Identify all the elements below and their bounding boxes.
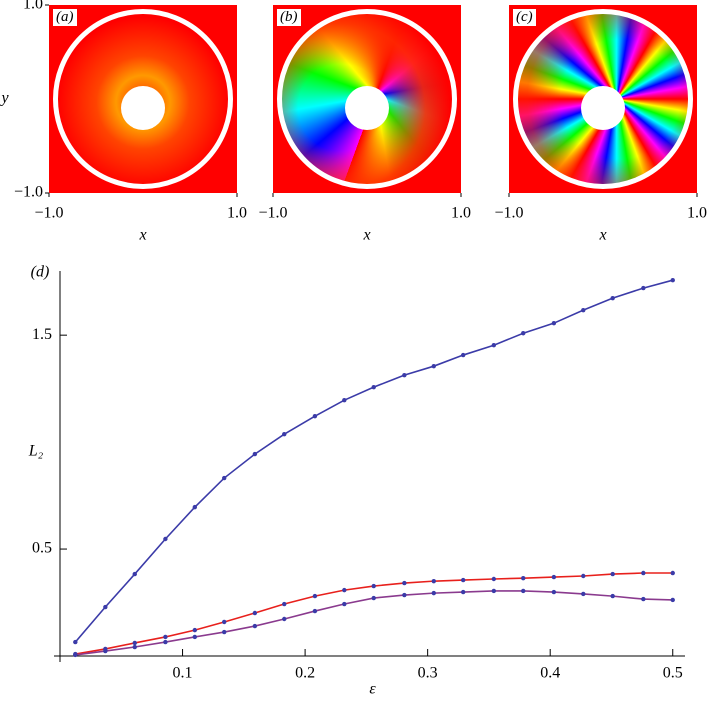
point — [282, 431, 287, 437]
point — [610, 593, 615, 599]
y-tick-label: 0.5 — [32, 540, 52, 557]
y-tick-label: 1.5 — [32, 326, 52, 343]
point — [163, 634, 168, 640]
point — [641, 570, 646, 576]
point — [460, 589, 466, 595]
point — [342, 397, 347, 403]
point — [641, 596, 646, 602]
y-tick-label: 1.0 — [23, 0, 43, 13]
x-tick-label: −1.0 — [34, 205, 63, 222]
point — [252, 610, 258, 616]
point — [581, 591, 586, 597]
panel-label: (c) — [513, 9, 536, 26]
x-tick-label: −1.0 — [494, 205, 523, 222]
point — [132, 644, 137, 650]
x-tick-label: 0.3 — [418, 665, 438, 682]
x-tick-label: 0.4 — [540, 665, 560, 682]
point — [371, 384, 376, 390]
point — [73, 639, 78, 645]
point — [581, 307, 586, 313]
ring — [513, 9, 693, 189]
panel-image: (b) — [273, 5, 461, 193]
point — [103, 648, 108, 654]
point — [491, 588, 497, 594]
point — [371, 595, 376, 601]
x-axis-label: x — [138, 227, 146, 244]
x-tick-label: 1.0 — [687, 205, 707, 222]
point — [431, 363, 436, 369]
hole — [581, 86, 625, 130]
point — [491, 343, 497, 348]
point — [342, 601, 347, 607]
hole — [345, 86, 389, 130]
point — [252, 451, 258, 457]
point — [551, 589, 557, 595]
point — [610, 295, 615, 301]
point — [460, 352, 466, 358]
y-axis-label: L₂ — [28, 443, 44, 460]
point — [132, 571, 137, 577]
point — [402, 592, 407, 598]
x-axis-label: ε — [369, 681, 376, 698]
point — [222, 629, 227, 635]
point — [252, 623, 258, 629]
point — [192, 504, 198, 510]
x-axis-label: x — [362, 227, 370, 244]
x-tick-label: 0.1 — [173, 665, 193, 682]
y-tick-label: −1.0 — [14, 184, 43, 201]
point — [222, 619, 227, 625]
x-tick-label: 1.0 — [451, 205, 471, 222]
point — [581, 573, 586, 579]
hole — [121, 86, 165, 130]
x-tick-label: 0.2 — [295, 665, 315, 682]
point — [312, 414, 318, 419]
x-axis-label: x — [598, 227, 606, 244]
point — [431, 590, 436, 596]
point — [163, 639, 168, 645]
chart-title: (d) — [31, 264, 50, 281]
point — [312, 608, 318, 614]
point — [282, 601, 287, 607]
ring — [277, 9, 457, 189]
point — [551, 320, 557, 326]
point — [282, 616, 287, 622]
point — [371, 583, 376, 589]
y-axis-label: y — [0, 90, 9, 107]
x-tick-label: −1.0 — [258, 205, 287, 222]
point — [342, 587, 347, 593]
point — [521, 575, 526, 581]
point — [551, 574, 557, 580]
panel-label: (b) — [277, 9, 301, 26]
line — [75, 590, 673, 656]
point — [132, 640, 137, 646]
point — [192, 634, 198, 640]
panel-label: (a) — [53, 9, 77, 26]
panel-image: (a) — [49, 5, 237, 193]
point — [192, 627, 198, 633]
panel-image: (c) — [509, 5, 697, 193]
point — [610, 571, 615, 577]
point — [491, 576, 497, 582]
point — [670, 570, 675, 576]
point — [431, 578, 436, 584]
point — [163, 536, 168, 542]
point — [670, 597, 675, 603]
point — [312, 593, 318, 599]
point — [521, 588, 526, 594]
x-tick-label: 1.0 — [227, 205, 247, 222]
point — [521, 331, 526, 336]
point — [222, 475, 227, 481]
point — [641, 285, 646, 291]
point — [402, 372, 407, 378]
point — [402, 580, 407, 586]
point — [460, 577, 466, 583]
x-tick-label: 0.5 — [663, 665, 683, 682]
point — [670, 277, 675, 283]
point — [103, 604, 108, 610]
point — [73, 652, 78, 658]
ring — [53, 9, 233, 189]
